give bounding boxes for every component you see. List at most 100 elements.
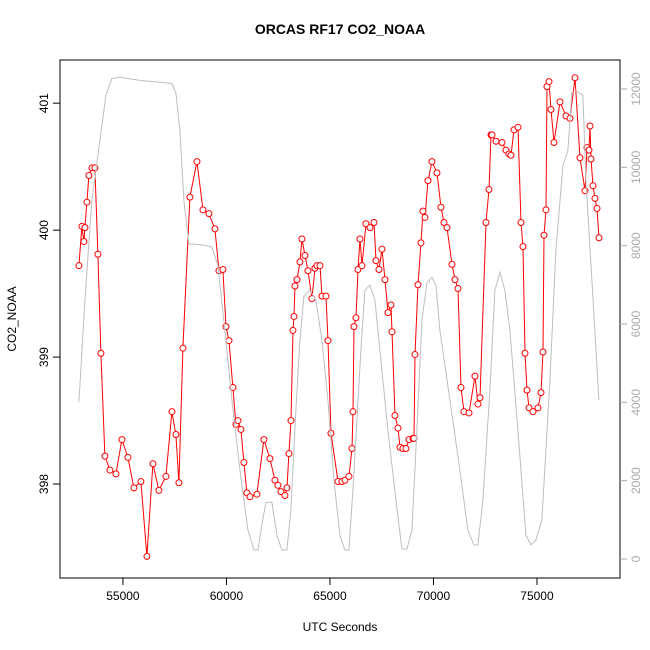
data-point	[585, 146, 593, 154]
data-point	[387, 301, 395, 309]
plot-frame	[59, 59, 621, 579]
data-point	[519, 243, 527, 251]
data-point	[304, 267, 312, 275]
data-point	[149, 460, 157, 468]
data-point	[550, 139, 558, 147]
x-tick-label: 65000	[313, 589, 347, 603]
data-point	[517, 219, 525, 227]
data-point	[372, 257, 380, 265]
data-point	[322, 292, 330, 300]
data-point	[137, 478, 145, 486]
x-axis-label: UTC Seconds	[303, 620, 378, 634]
data-point	[75, 262, 83, 270]
data-point	[540, 231, 548, 239]
data-point	[542, 206, 550, 214]
series-line	[78, 77, 600, 557]
data-point	[433, 169, 441, 177]
data-point	[534, 404, 542, 412]
data-point	[457, 384, 465, 392]
data-point	[595, 234, 603, 242]
data-point	[589, 182, 597, 190]
data-point	[485, 186, 493, 193]
data-point	[85, 172, 93, 180]
y-tick-label: 399	[37, 347, 51, 367]
data-point	[179, 344, 187, 352]
data-point	[81, 224, 89, 232]
x-tick-label: 60000	[210, 589, 244, 603]
data-point	[545, 78, 553, 86]
y-tick-label: 401	[37, 93, 51, 113]
data-point	[168, 408, 176, 416]
data-point	[130, 484, 138, 492]
data-point	[186, 193, 194, 201]
data-point	[298, 235, 306, 243]
data-point	[240, 458, 248, 466]
data-point	[253, 490, 261, 498]
data-point	[274, 481, 282, 489]
data-point	[498, 139, 506, 147]
y2-tick-label: 6000	[629, 310, 643, 337]
data-point	[366, 224, 374, 232]
data-point	[576, 154, 584, 162]
data-point	[476, 394, 484, 402]
data-point	[285, 450, 293, 458]
data-point	[293, 276, 301, 284]
data-point	[443, 224, 451, 232]
data-point	[381, 276, 389, 284]
data-point	[556, 98, 564, 106]
data-point	[440, 219, 448, 227]
data-point	[454, 285, 462, 293]
data-point	[587, 155, 595, 163]
data-point	[482, 219, 490, 227]
data-point	[414, 281, 422, 289]
data-point	[547, 106, 555, 114]
y2-tick-label: 2000	[629, 467, 643, 494]
data-point	[474, 400, 482, 408]
data-point	[324, 337, 332, 345]
data-point	[301, 252, 309, 260]
y-axis-label: CO2_NOAA	[5, 286, 19, 351]
data-point	[448, 260, 456, 268]
data-point	[419, 207, 427, 215]
data-point	[593, 205, 601, 213]
data-point	[83, 198, 91, 206]
x-tick-label: 70000	[417, 589, 451, 603]
data-point	[97, 349, 105, 357]
data-point	[287, 417, 295, 425]
data-point	[417, 239, 425, 247]
data-point	[571, 74, 579, 82]
data-point	[451, 276, 459, 284]
x-tick-label: 55000	[106, 589, 140, 603]
data-point	[424, 177, 432, 185]
data-point	[348, 445, 356, 452]
data-point	[155, 486, 163, 494]
data-point	[246, 493, 254, 501]
data-point	[211, 225, 219, 233]
data-point	[316, 262, 324, 270]
y2-tick-label: 8000	[629, 232, 643, 259]
data-point	[370, 219, 378, 227]
data-point	[391, 411, 399, 419]
data-point	[112, 470, 120, 478]
data-point	[172, 431, 180, 439]
data-point	[375, 265, 383, 273]
data-point	[421, 213, 429, 221]
data-point	[118, 436, 126, 444]
data-point	[492, 137, 500, 145]
data-point	[229, 384, 237, 392]
data-point	[124, 453, 132, 461]
data-point	[465, 409, 473, 417]
series-line	[78, 76, 600, 551]
data-point	[507, 151, 515, 159]
data-point	[428, 158, 436, 166]
data-point	[193, 158, 201, 166]
y-tick-label: 398	[37, 474, 51, 494]
data-point	[289, 326, 297, 334]
x-tick-label: 75000	[520, 589, 554, 603]
data-point	[345, 472, 353, 480]
y2-tick-label: 0	[629, 555, 643, 562]
data-point	[80, 238, 88, 246]
data-point	[352, 314, 360, 322]
data-point	[175, 479, 183, 487]
data-point	[283, 484, 291, 492]
